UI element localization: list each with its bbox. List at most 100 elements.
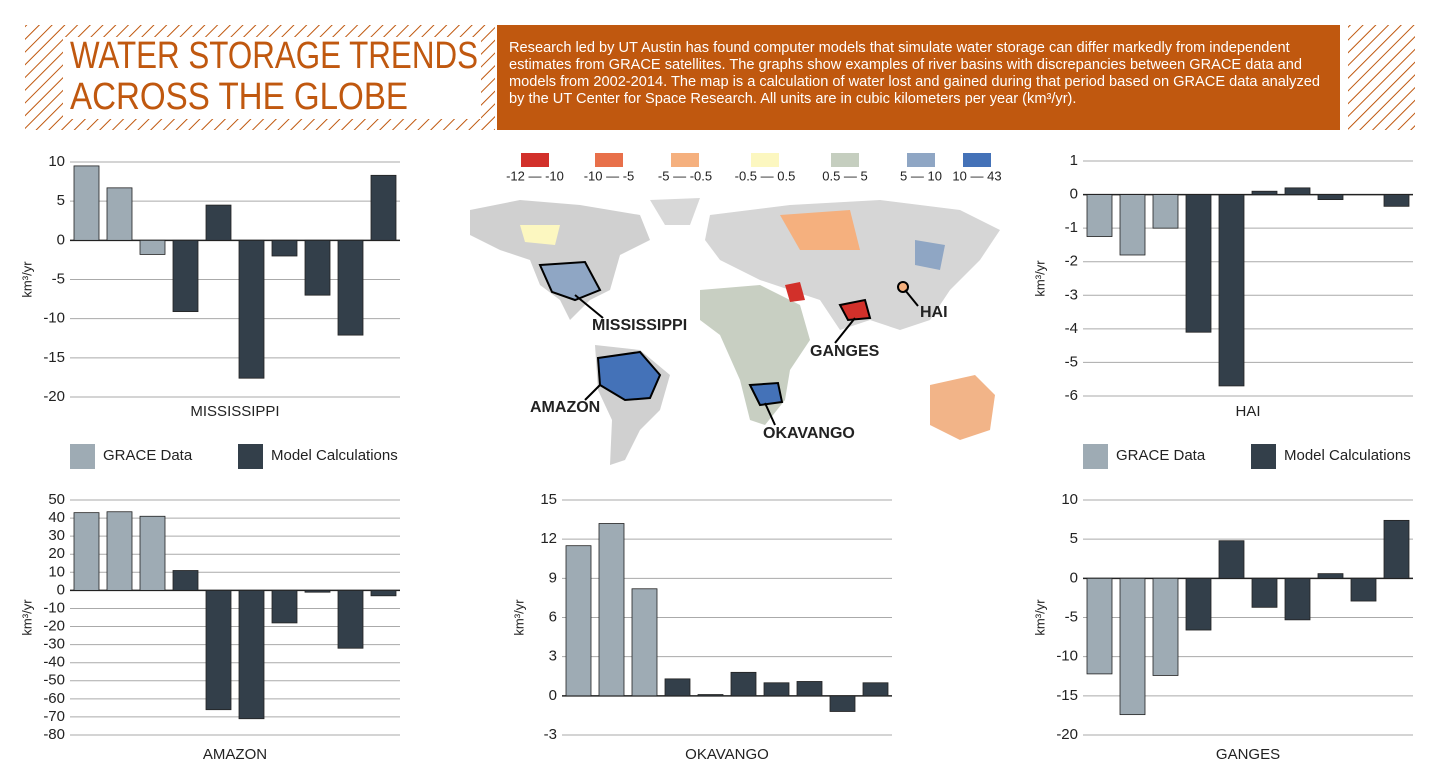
leader xyxy=(764,402,776,426)
y-tick-label: -20 xyxy=(1056,726,1078,743)
title-box xyxy=(63,37,481,119)
y-tick-label: -20 xyxy=(43,388,65,405)
y-tick-label: 40 xyxy=(48,509,65,526)
map-legend-label: -5 — -0.5 xyxy=(658,168,712,183)
legend-label: GRACE Data xyxy=(103,447,193,464)
australia xyxy=(930,375,995,440)
chart-title: MISSISSIPPI xyxy=(190,403,279,420)
y-tick-label: -5 xyxy=(52,270,65,287)
ganges-basin xyxy=(838,298,872,322)
chart-title: GANGES xyxy=(1216,746,1280,763)
greenland xyxy=(650,198,700,225)
world-map: MISSISSIPPI GANGES HAI AMAZON OKAVANGO xyxy=(470,198,1000,465)
bar xyxy=(1383,519,1410,579)
y-axis-label: km³/yr xyxy=(511,599,526,636)
bar xyxy=(697,694,724,697)
y-tick-label: 50 xyxy=(48,491,65,508)
legend-swatch xyxy=(238,444,263,469)
title-line: ACROSS THE GLOBE xyxy=(70,76,408,118)
y-tick-label: 5 xyxy=(57,192,65,209)
map-legend-swatch xyxy=(595,153,623,167)
bar xyxy=(238,589,265,720)
y-tick-label: 1 xyxy=(1070,152,1078,169)
y-axis-label: km³/yr xyxy=(19,599,34,636)
y-tick-label: -30 xyxy=(43,636,65,653)
y-axis-label: km³/yr xyxy=(19,261,34,298)
bar xyxy=(304,589,331,593)
y-axis-label: km³/yr xyxy=(1032,599,1047,636)
map-label: AMAZON xyxy=(530,399,600,416)
map-legend-label: -0.5 — 0.5 xyxy=(735,168,796,183)
leader xyxy=(834,317,856,344)
legend-label: GRACE Data xyxy=(1116,447,1206,464)
y-tick-label: 0 xyxy=(549,687,557,704)
map-legend-swatch xyxy=(671,153,699,167)
map-label: GANGES xyxy=(810,343,880,360)
map-legend-label: 0.5 — 5 xyxy=(822,168,868,183)
y-tick-label: 10 xyxy=(48,563,65,580)
y-tick-label: -10 xyxy=(43,599,65,616)
eurasia xyxy=(705,200,1000,330)
chart-title: OKAVANGO xyxy=(685,746,769,763)
bar xyxy=(271,589,298,624)
y-tick-label: 0 xyxy=(1070,569,1078,586)
y-tick-label: 0 xyxy=(57,581,65,598)
y-tick-label: 20 xyxy=(48,545,65,562)
y-axis-label: km³/yr xyxy=(1032,260,1047,297)
bar xyxy=(796,681,823,697)
bar xyxy=(1218,540,1245,579)
bar xyxy=(271,239,298,257)
bar xyxy=(730,671,757,697)
legend-label: Model Calculations xyxy=(1284,447,1411,464)
bar xyxy=(1350,577,1377,602)
bar xyxy=(1251,190,1278,195)
bar xyxy=(1251,577,1278,608)
bar xyxy=(631,588,658,697)
bar xyxy=(862,682,889,697)
africa xyxy=(700,285,810,425)
bar xyxy=(337,239,364,336)
bar xyxy=(598,523,625,697)
y-tick-label: -4 xyxy=(1065,320,1078,337)
bar xyxy=(1284,577,1311,621)
y-tick-label: 0 xyxy=(1070,186,1078,203)
map-label: MISSISSIPPI xyxy=(592,317,687,334)
bar xyxy=(1185,577,1212,631)
y-tick-label: 9 xyxy=(549,569,557,586)
y-tick-label: 30 xyxy=(48,527,65,544)
y-tick-label: -3 xyxy=(544,726,557,743)
map-legend-swatch xyxy=(751,153,779,167)
map-legend-label: -10 — -5 xyxy=(584,168,635,183)
map-legend-label: -12 — -10 xyxy=(506,168,564,183)
bar xyxy=(829,695,856,712)
map-legend-swatch xyxy=(831,153,859,167)
title-line: WATER STORAGE TRENDS xyxy=(70,35,478,77)
y-tick-label: 10 xyxy=(48,153,65,170)
y-tick-label: 0 xyxy=(57,231,65,248)
bar xyxy=(106,187,133,241)
map-label: OKAVANGO xyxy=(763,425,855,442)
y-tick-label: -6 xyxy=(1065,387,1078,404)
y-tick-label: -20 xyxy=(43,618,65,635)
map-legend-swatch xyxy=(521,153,549,167)
leader xyxy=(574,294,604,319)
bar xyxy=(565,545,592,697)
bar xyxy=(370,589,397,597)
description: Research led by UT Austin has found comp… xyxy=(497,25,1340,130)
y-tick-label: 5 xyxy=(1070,530,1078,547)
bar xyxy=(1086,577,1113,675)
bar xyxy=(370,174,397,241)
y-tick-label: 10 xyxy=(1061,491,1078,508)
y-tick-label: -10 xyxy=(1056,648,1078,665)
region xyxy=(915,240,945,270)
bar xyxy=(1119,577,1146,716)
bar xyxy=(1284,187,1311,195)
legend-swatch xyxy=(1083,444,1108,469)
bar xyxy=(238,239,265,379)
legend-label: Model Calculations xyxy=(271,447,398,464)
y-tick-label: 15 xyxy=(540,491,557,508)
hatch-right xyxy=(1348,25,1415,130)
bar xyxy=(1218,194,1245,387)
bar xyxy=(106,511,133,591)
